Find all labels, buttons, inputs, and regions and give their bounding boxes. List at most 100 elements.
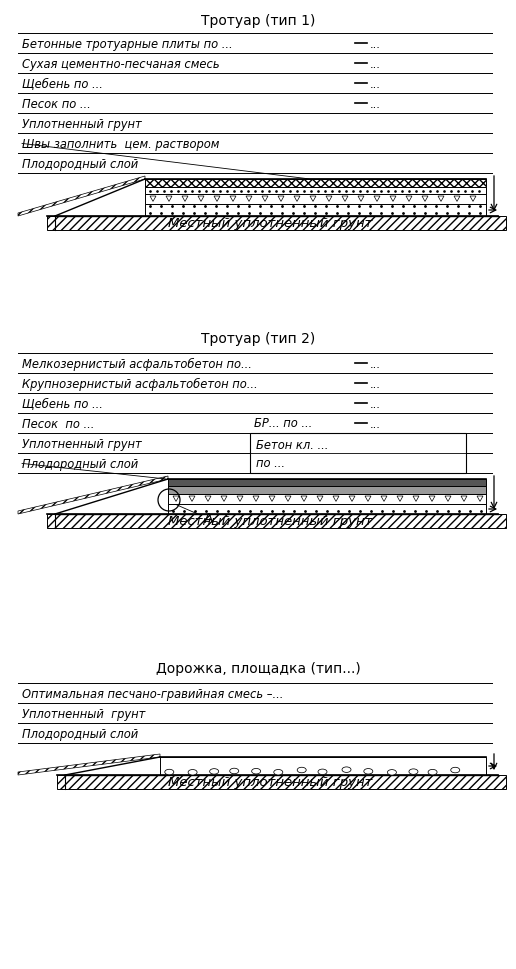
Text: Бетонные тротуарные плиты по ...: Бетонные тротуарные плиты по ... xyxy=(22,38,233,50)
Text: Сухая цементно-песчаная смесь: Сухая цементно-песчаная смесь xyxy=(22,58,220,71)
Bar xyxy=(168,480,486,486)
Polygon shape xyxy=(310,197,316,203)
Polygon shape xyxy=(374,197,380,203)
Bar xyxy=(168,486,486,494)
Polygon shape xyxy=(18,754,160,775)
Ellipse shape xyxy=(209,768,219,774)
Text: Песок по ...: Песок по ... xyxy=(22,98,91,110)
Polygon shape xyxy=(413,496,419,502)
Text: Тротуар (тип 1): Тротуар (тип 1) xyxy=(201,14,315,28)
Text: ...: ... xyxy=(370,58,381,71)
Text: Тротуар (тип 2): Тротуар (тип 2) xyxy=(201,331,315,346)
Ellipse shape xyxy=(252,768,261,774)
Ellipse shape xyxy=(230,768,239,774)
Polygon shape xyxy=(301,496,307,502)
Text: Дорожка, площадка (тип...): Дорожка, площадка (тип...) xyxy=(156,661,360,675)
Text: Щебень по ...: Щебень по ... xyxy=(22,397,103,411)
Polygon shape xyxy=(438,197,444,203)
Polygon shape xyxy=(269,496,275,502)
Polygon shape xyxy=(221,496,227,502)
Text: Уплотненный  грунт: Уплотненный грунт xyxy=(22,707,146,720)
Text: ...: ... xyxy=(370,397,381,411)
Bar xyxy=(47,515,506,528)
Ellipse shape xyxy=(342,767,351,772)
Polygon shape xyxy=(445,496,451,502)
Polygon shape xyxy=(381,496,387,502)
Polygon shape xyxy=(429,496,435,502)
Text: ...: ... xyxy=(370,78,381,91)
Polygon shape xyxy=(18,176,145,217)
Polygon shape xyxy=(262,197,268,203)
Ellipse shape xyxy=(364,768,373,774)
Text: ...: ... xyxy=(370,358,381,370)
Ellipse shape xyxy=(165,769,174,775)
Polygon shape xyxy=(397,496,403,502)
Text: Плодородный слой: Плодородный слой xyxy=(22,158,138,171)
Text: по ...: по ... xyxy=(256,457,285,470)
Polygon shape xyxy=(461,496,467,502)
Text: Плодородный слой: Плодородный слой xyxy=(22,727,138,740)
Text: Плодородный слой: Плодородный слой xyxy=(22,457,138,470)
Bar xyxy=(145,188,486,195)
Ellipse shape xyxy=(428,769,437,775)
Polygon shape xyxy=(189,496,195,502)
Polygon shape xyxy=(150,197,156,203)
Polygon shape xyxy=(173,496,179,502)
Polygon shape xyxy=(166,197,172,203)
Bar xyxy=(168,494,486,505)
Polygon shape xyxy=(326,197,332,203)
Polygon shape xyxy=(214,197,220,203)
Ellipse shape xyxy=(188,769,197,775)
Polygon shape xyxy=(349,496,355,502)
Text: Щебень по ...: Щебень по ... xyxy=(22,78,103,91)
Text: ...: ... xyxy=(370,38,381,50)
Polygon shape xyxy=(454,197,460,203)
Text: Уплотненный грунт: Уплотненный грунт xyxy=(22,437,142,451)
Polygon shape xyxy=(406,197,412,203)
Ellipse shape xyxy=(297,767,306,773)
Bar xyxy=(145,195,486,204)
Text: Швы заполнить  цем. раствором: Швы заполнить цем. раствором xyxy=(22,138,219,151)
Polygon shape xyxy=(205,496,211,502)
Polygon shape xyxy=(390,197,396,203)
Bar xyxy=(250,433,466,474)
Polygon shape xyxy=(285,496,291,502)
Polygon shape xyxy=(198,197,204,203)
Ellipse shape xyxy=(451,767,460,773)
Ellipse shape xyxy=(388,769,396,775)
Polygon shape xyxy=(18,477,168,515)
Bar xyxy=(160,757,486,775)
Text: ...: ... xyxy=(370,378,381,391)
Text: А: А xyxy=(204,512,214,525)
Text: Оптимальная песчано-гравийная смесь –...: Оптимальная песчано-гравийная смесь –... xyxy=(22,687,283,701)
Bar xyxy=(47,217,506,231)
Polygon shape xyxy=(342,197,348,203)
Bar xyxy=(168,505,486,515)
Polygon shape xyxy=(230,197,236,203)
Text: Местный уплотненный грунт: Местный уплотненный грунт xyxy=(168,776,372,789)
Bar xyxy=(145,180,486,188)
Text: Местный уплотненный грунт: Местный уплотненный грунт xyxy=(168,217,372,231)
Polygon shape xyxy=(470,197,476,203)
Text: Крупнозернистый асфальтобетон по...: Крупнозернистый асфальтобетон по... xyxy=(22,378,257,391)
Polygon shape xyxy=(317,496,323,502)
Polygon shape xyxy=(365,496,371,502)
Ellipse shape xyxy=(318,769,327,775)
Polygon shape xyxy=(358,197,364,203)
Text: Местный уплотненный грунт: Местный уплотненный грунт xyxy=(168,515,372,528)
Text: ...: ... xyxy=(370,98,381,110)
Text: Бетон кл. ...: Бетон кл. ... xyxy=(256,438,328,452)
Text: Мелкозернистый асфальтобетон по...: Мелкозернистый асфальтобетон по... xyxy=(22,358,252,370)
Polygon shape xyxy=(422,197,428,203)
Polygon shape xyxy=(182,197,188,203)
Ellipse shape xyxy=(409,769,418,774)
Polygon shape xyxy=(333,496,339,502)
Polygon shape xyxy=(477,496,483,502)
Polygon shape xyxy=(246,197,252,203)
Bar xyxy=(57,775,506,789)
Polygon shape xyxy=(253,496,259,502)
Text: ...: ... xyxy=(370,418,381,430)
Polygon shape xyxy=(294,197,300,203)
Text: БР... по ...: БР... по ... xyxy=(254,417,312,429)
Ellipse shape xyxy=(274,769,283,775)
